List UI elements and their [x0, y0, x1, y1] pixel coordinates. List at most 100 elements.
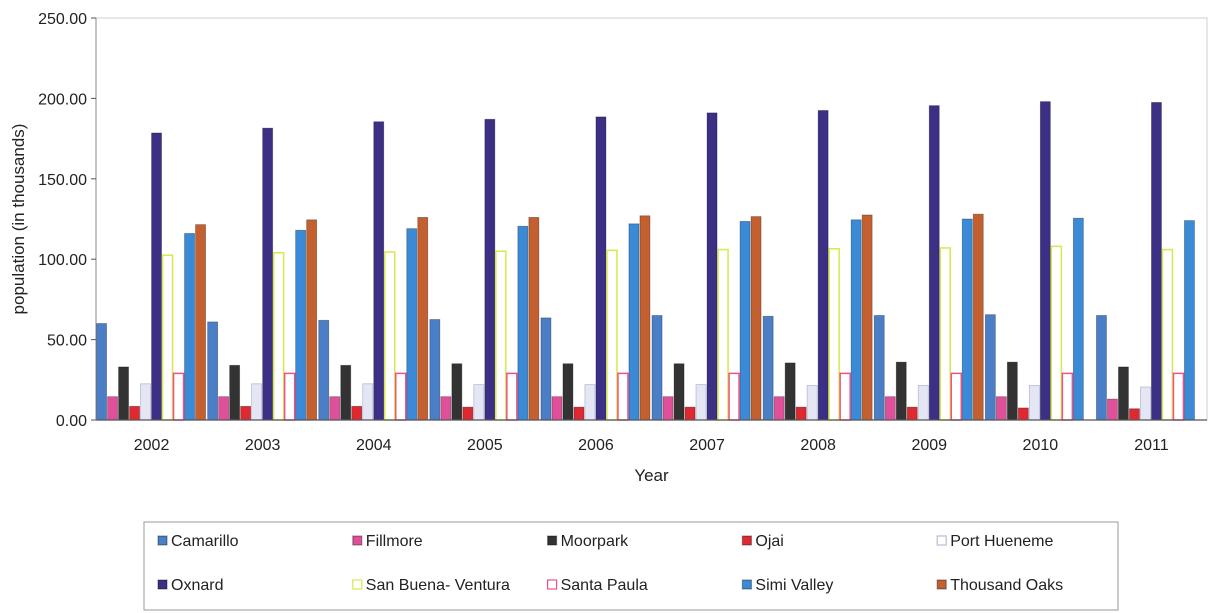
- bar-oxnard-2006: [595, 116, 607, 421]
- x-tick-label: 2005: [467, 437, 503, 454]
- bar-group-2002: [96, 132, 206, 421]
- legend-swatch-fillmore: [352, 535, 363, 546]
- bar-moorpark-2002: [118, 366, 129, 421]
- y-tick-label: 200.00: [38, 91, 87, 108]
- bar-ojai-2003: [240, 405, 252, 421]
- bar-port-hueneme-2006: [584, 384, 596, 421]
- bar-camarillo-2005: [429, 319, 441, 421]
- bar-oxnard-2003: [262, 127, 274, 421]
- bar-fillmore-2002: [107, 396, 118, 421]
- bar-port-hueneme-2004: [362, 383, 374, 421]
- bar-fillmore-2007: [662, 396, 674, 421]
- legend-box: [143, 521, 1119, 611]
- x-tick-label: 2003: [245, 437, 281, 454]
- bar-san-buena-ventura-2004: [384, 251, 396, 421]
- legend-swatch-ojai: [741, 535, 753, 546]
- legend-label: Santa Paula: [561, 577, 648, 594]
- bar-oxnard-2009: [928, 105, 940, 421]
- bar-simi-valley-2011: [1184, 220, 1195, 421]
- bar-thousand-oaks-2006: [639, 215, 651, 421]
- legend-swatch-moorpark: [546, 535, 558, 546]
- bar-simi-valley-2010: [1072, 217, 1084, 421]
- bar-ojai-2007: [684, 406, 696, 421]
- bar-simi-valley-2009: [961, 218, 973, 421]
- legend-label: Fillmore: [366, 533, 423, 550]
- bar-thousand-oaks-2004: [417, 216, 429, 421]
- bar-moorpark-2009: [895, 361, 907, 421]
- bar-port-hueneme-2011: [1140, 386, 1151, 421]
- bar-port-hueneme-2008: [806, 385, 818, 421]
- legend-swatch-san-buena-ventura: [352, 579, 363, 590]
- bar-group-2003: [207, 127, 318, 421]
- bar-camarillo-2009: [873, 315, 885, 421]
- bar-camarillo-2004: [318, 319, 330, 421]
- x-tick-label: 2006: [578, 437, 614, 454]
- bar-moorpark-2004: [340, 364, 352, 421]
- bar-port-hueneme-2010: [1028, 385, 1040, 421]
- bar-santa-paula-2009: [950, 372, 962, 421]
- bar-thousand-oaks-2007: [750, 216, 762, 421]
- bar-fillmore-2011: [1107, 398, 1118, 421]
- bar-thousand-oaks-2008: [861, 214, 873, 421]
- bar-santa-paula-2004: [395, 372, 407, 421]
- bar-san-buena-ventura-2011: [1161, 248, 1174, 421]
- legend: Camarillo Fillmore Moorpark Ojai Port Huenem…: [143, 521, 1119, 611]
- bar-group-2011: [1096, 102, 1195, 421]
- bar-group-2010: [984, 101, 1084, 421]
- bar-ojai-2002: [129, 405, 140, 421]
- y-tick-label: 250.00: [38, 11, 87, 28]
- bar-group-2009: [873, 105, 984, 421]
- legend-label: Camarillo: [171, 533, 239, 550]
- bar-ojai-2006: [573, 406, 585, 421]
- bar-group-2004: [318, 121, 429, 421]
- legend-label: Oxnard: [171, 577, 223, 594]
- bar-thousand-oaks-2002: [195, 224, 206, 421]
- bar-fillmore-2006: [551, 396, 563, 421]
- bar-simi-valley-2007: [739, 221, 751, 421]
- bar-santa-paula-2011: [1172, 372, 1185, 421]
- legend-label: Simi Valley: [755, 577, 833, 594]
- bar-santa-paula-2008: [839, 372, 851, 421]
- bar-santa-paula-2006: [617, 372, 629, 421]
- bar-ojai-2005: [462, 406, 474, 421]
- x-tick-label: 2007: [689, 437, 725, 454]
- bar-port-hueneme-2002: [140, 383, 151, 421]
- bar-camarillo-2011: [1096, 315, 1107, 421]
- y-tick-label: 150.00: [38, 172, 87, 189]
- bar-ojai-2009: [906, 406, 918, 421]
- bar-camarillo-2003: [207, 321, 219, 421]
- bars-layer: [96, 101, 1195, 421]
- bar-santa-paula-2002: [172, 372, 185, 421]
- x-tick-label: 2002: [134, 437, 170, 454]
- y-tick-label: 50.00: [47, 333, 87, 350]
- bar-san-buena-ventura-2006: [606, 249, 618, 421]
- bar-san-buena-ventura-2003: [272, 252, 285, 421]
- bar-ojai-2010: [1017, 407, 1029, 421]
- bar-group-2008: [762, 110, 873, 421]
- bar-fillmore-2009: [884, 396, 896, 421]
- bar-camarillo-2008: [762, 315, 774, 421]
- bar-camarillo-2002: [96, 323, 107, 421]
- bar-group-2006: [540, 116, 651, 421]
- bar-santa-paula-2005: [506, 372, 518, 421]
- bar-port-hueneme-2009: [917, 385, 929, 421]
- legend-swatch-camarillo: [157, 535, 168, 546]
- y-axis-title: population (in thousands): [9, 124, 28, 315]
- bar-simi-valley-2004: [406, 228, 418, 421]
- x-tick-label: 2011: [1134, 437, 1169, 454]
- y-tick-label: 0.00: [56, 413, 87, 430]
- legend-label: Ojai: [755, 533, 783, 550]
- bar-moorpark-2006: [562, 363, 574, 421]
- bar-santa-paula-2010: [1061, 372, 1074, 421]
- legend-label: Thousand Oaks: [950, 577, 1063, 594]
- bar-port-hueneme-2003: [251, 383, 263, 421]
- x-tick-label: 2008: [800, 437, 836, 454]
- bar-camarillo-2007: [651, 315, 663, 421]
- bar-moorpark-2008: [784, 362, 796, 421]
- bar-camarillo-2006: [540, 317, 552, 421]
- bar-simi-valley-2002: [184, 233, 195, 421]
- bar-san-buena-ventura-2008: [828, 247, 840, 421]
- bar-camarillo-2010: [984, 314, 996, 421]
- legend-label: Port Hueneme: [950, 533, 1053, 550]
- x-tick-label: 2010: [1023, 437, 1059, 454]
